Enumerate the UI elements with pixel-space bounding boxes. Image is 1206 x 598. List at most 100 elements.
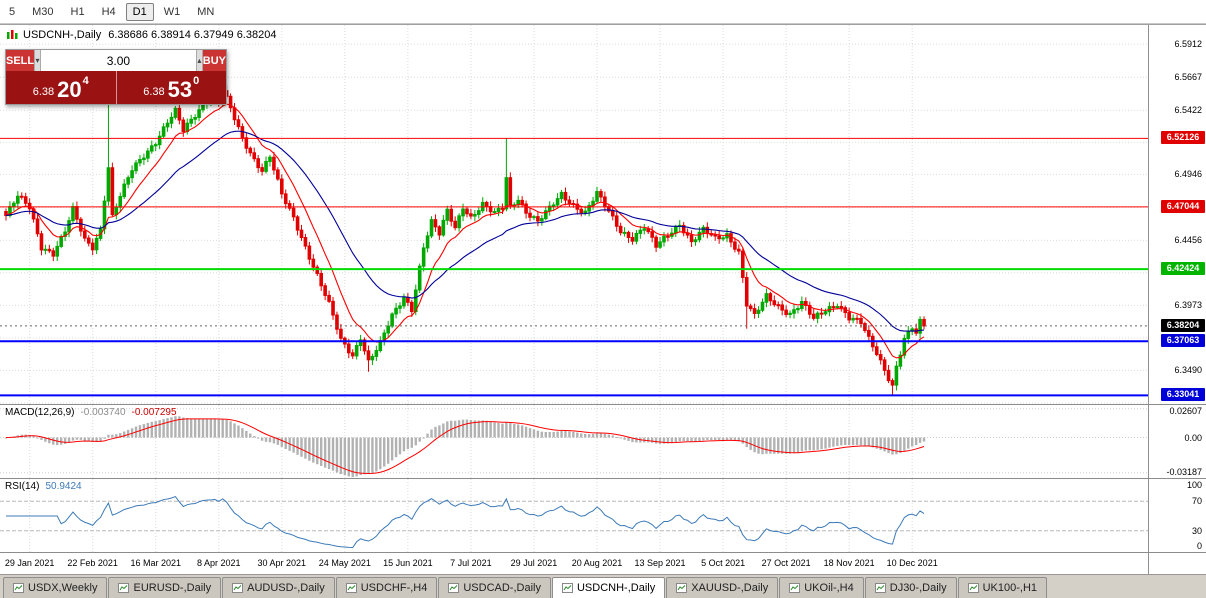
bid-quote-button[interactable]: 6.38 20 4 [6,71,117,104]
macd-histogram-bar [276,437,280,445]
candle-body [398,305,402,309]
macd-histogram-bar [44,437,47,442]
candle-body [23,196,28,204]
volume-decrease-button[interactable]: ▾ [34,50,41,71]
candle-body [579,208,584,214]
tab-ukoil-h4[interactable]: UKOil-,H4 [779,577,864,598]
macd-histogram-bar [150,421,153,438]
macd-histogram-bar [552,431,555,438]
candlestick-chart[interactable] [0,25,1148,404]
macd-histogram-bar [576,432,579,438]
buy-button[interactable]: BUY [202,50,226,71]
ask-quote-button[interactable]: 6.38 53 0 [117,71,227,104]
candle-body [788,312,792,315]
candle-body [449,208,454,222]
timeframe-h4[interactable]: H4 [101,5,116,18]
price-line-label: 6.47044 [1161,199,1205,213]
macd-histogram-bar [568,431,571,438]
candle-body [47,248,52,252]
candle-body [729,233,733,243]
macd-histogram-bar [773,437,776,454]
candle-body [666,235,670,238]
sell-button[interactable]: SELL [6,50,35,71]
candle-body [922,318,926,327]
timeframe-h1[interactable]: H1 [70,5,85,18]
tab-label: UK100-,H1 [982,581,1038,594]
macd-histogram-bar [714,437,717,441]
candle-body [764,293,769,303]
tab-label: AUDUSD-,Daily [247,581,325,594]
tab-usdcad-daily[interactable]: USDCAD-,Daily [438,577,551,598]
macd-histogram-bar [95,437,98,443]
timeframe-m30[interactable]: M30 [32,5,54,18]
macd-histogram-bar [178,416,181,438]
candle-body [394,307,398,315]
timeframe-mn[interactable]: MN [197,5,215,18]
macd-histogram-bar [717,437,721,441]
candle-body [130,170,134,179]
tab-eurusd-daily[interactable]: EURUSD-,Daily [108,577,222,598]
tab-xauusd-daily[interactable]: XAUUSD-,Daily [666,577,779,598]
candle-body [697,231,702,241]
tab-audusd-daily[interactable]: AUDUSD-,Daily [222,577,335,598]
macd-histogram-bar [847,437,851,446]
macd-histogram-bar [473,420,477,438]
rsi-pane[interactable]: RSI(14) 50.9424 100 70 30 0 [0,478,1206,552]
rsi-chart[interactable] [0,479,1148,552]
macd-histogram-bar [536,430,540,438]
tab-label: USDX,Weekly [28,581,98,594]
macd-histogram-bar [517,424,520,438]
macd-pane[interactable]: MACD(12,26,9) -0.003740 -0.007295 0.02607 0… [0,404,1206,478]
candle-body [453,220,457,229]
macd-histogram-bar [453,420,457,438]
candle-body [248,147,253,154]
candle-body [650,231,654,238]
macd-histogram-bar [67,437,71,443]
macd-histogram-bar [256,437,260,439]
tab-usdchf-h4[interactable]: USDCHF-,H4 [335,577,438,598]
timeframe-5[interactable]: 5 [9,5,16,18]
main-chart-pane[interactable]: USDCNH-,Daily 6.38686 6.38914 6.37949 6.… [0,24,1206,404]
candle-body [39,233,44,251]
macd-histogram-bar [162,419,165,438]
candle-body [457,215,461,229]
price-line-label: 6.42424 [1161,262,1205,276]
chart-tab-icon [232,582,244,593]
candle-body [425,235,430,249]
macd-histogram-bar [327,437,331,470]
macd-histogram-bar [792,437,796,454]
macd-histogram-bar [481,420,484,438]
macd-histogram-bar [264,437,268,442]
macd-histogram-bar [123,431,126,438]
candle-body [587,204,591,212]
candle-body [492,211,497,214]
volume-input[interactable] [40,50,196,71]
macd-histogram-bar [126,429,130,438]
tab-usdx-weekly[interactable]: USDX,Weekly [3,577,108,598]
macd-histogram-bar [363,437,366,475]
macd-histogram-bar [253,436,256,438]
tab-dj30-daily[interactable]: DJ30-,Daily [864,577,957,598]
candle-body [894,365,899,386]
candle-body [473,213,477,217]
timeframe-d1[interactable]: D1 [125,2,154,21]
macd-histogram-bar [505,422,508,438]
macd-chart[interactable] [0,405,1148,478]
candle-body [642,228,647,231]
candle-body [303,237,308,247]
macd-histogram-bar [477,420,480,438]
timeframe-w1[interactable]: W1 [163,5,181,18]
tab-usdcnh-daily[interactable]: USDCNH-,Daily [551,577,666,598]
macd-histogram-bar [611,435,614,438]
macd-histogram-bar [867,437,871,447]
ma-slow-line [5,130,925,332]
macd-histogram-bar [564,431,567,438]
volume-increase-button[interactable]: ▴ [195,50,203,71]
macd-histogram-bar [627,437,630,441]
candle-body [796,307,800,311]
tab-uk100-h1[interactable]: UK100-,H1 [957,577,1048,598]
candle-body [153,144,158,147]
chart-tab-icon [118,582,130,593]
macd-histogram-bar [816,437,819,450]
price-axis-label: 6.4456 [1174,235,1202,246]
